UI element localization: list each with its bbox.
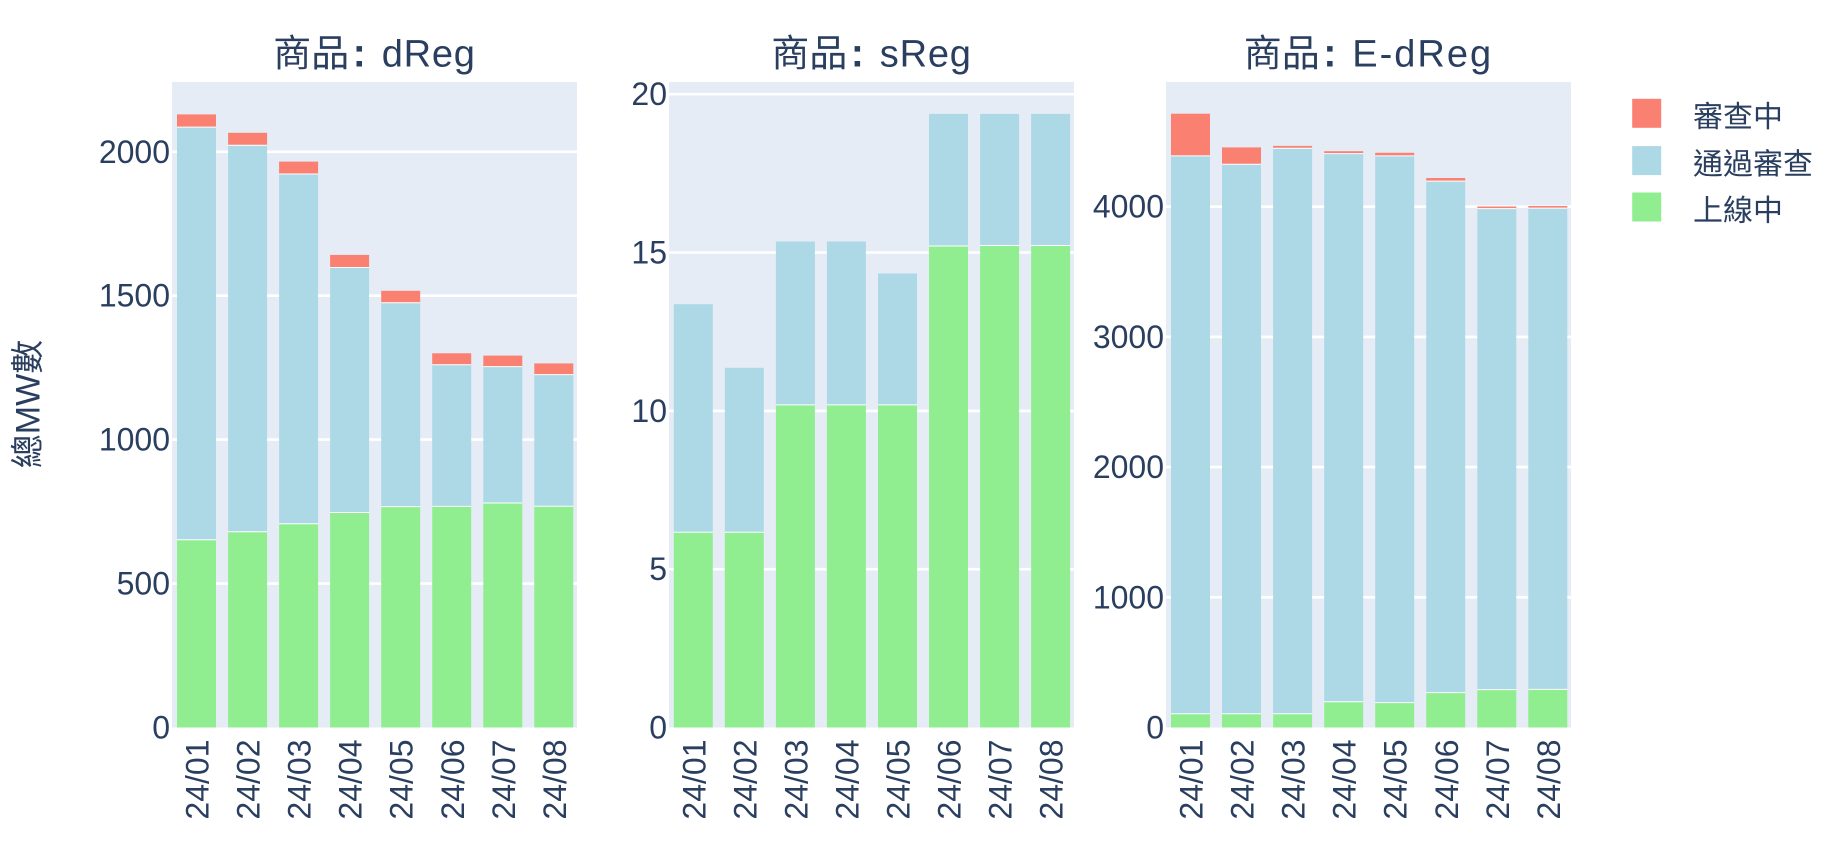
- svg-text:24/03: 24/03: [778, 740, 814, 820]
- svg-text:24/08: 24/08: [1034, 740, 1070, 820]
- svg-text:24/07: 24/07: [983, 740, 1019, 820]
- svg-text:24/06: 24/06: [932, 740, 968, 820]
- svg-text:24/05: 24/05: [384, 740, 420, 820]
- svg-text:24/01: 24/01: [180, 740, 216, 820]
- svg-text:24/03: 24/03: [282, 740, 318, 820]
- svg-text:24/05: 24/05: [1378, 740, 1414, 820]
- svg-text:MW: MW: [10, 374, 48, 434]
- svg-text:24/04: 24/04: [333, 740, 369, 820]
- svg-text:24/08: 24/08: [537, 740, 573, 820]
- svg-text:24/01: 24/01: [1174, 740, 1210, 820]
- svg-text:20: 20: [631, 76, 667, 112]
- svg-text:24/02: 24/02: [231, 740, 267, 820]
- svg-text:0: 0: [1146, 710, 1164, 746]
- svg-text:2000: 2000: [99, 134, 170, 170]
- svg-text:24/02: 24/02: [1225, 740, 1261, 820]
- svg-text:4000: 4000: [1093, 189, 1164, 225]
- svg-text:24/04: 24/04: [829, 740, 865, 820]
- svg-text:24/07: 24/07: [1480, 740, 1516, 820]
- svg-text:24/04: 24/04: [1327, 740, 1363, 820]
- svg-text:1500: 1500: [99, 278, 170, 314]
- svg-text:0: 0: [152, 710, 170, 746]
- svg-text:24/06: 24/06: [1429, 740, 1465, 820]
- svg-text:24/05: 24/05: [881, 740, 917, 820]
- svg-text:15: 15: [631, 235, 667, 271]
- svg-text:24/06: 24/06: [435, 740, 471, 820]
- svg-text:2000: 2000: [1093, 449, 1164, 485]
- svg-text:24/03: 24/03: [1276, 740, 1312, 820]
- svg-text:0: 0: [649, 710, 667, 746]
- svg-text:1000: 1000: [1093, 579, 1164, 615]
- svg-text:3000: 3000: [1093, 319, 1164, 355]
- svg-text:24/07: 24/07: [486, 740, 522, 820]
- svg-text:sReg: sReg: [880, 34, 972, 76]
- svg-text:1000: 1000: [99, 422, 170, 458]
- svg-text:500: 500: [117, 566, 170, 602]
- svg-text:5: 5: [649, 551, 667, 587]
- svg-text:24/08: 24/08: [1531, 740, 1567, 820]
- svg-text:10: 10: [631, 393, 667, 429]
- svg-text:24/01: 24/01: [676, 740, 712, 820]
- svg-text:dReg: dReg: [382, 34, 476, 76]
- svg-text:E-dReg: E-dReg: [1352, 34, 1493, 76]
- svg-text:24/02: 24/02: [727, 740, 763, 820]
